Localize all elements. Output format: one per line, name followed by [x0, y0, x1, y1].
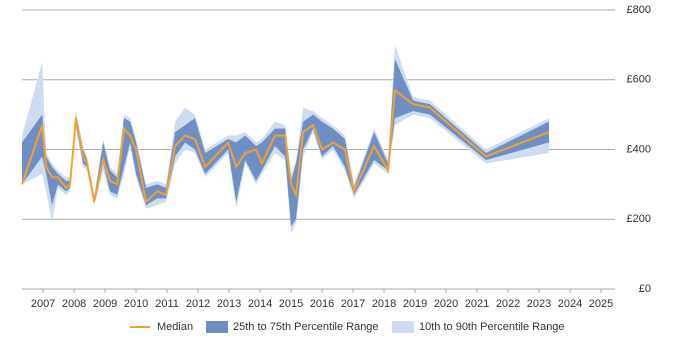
- x-tick-label: 2013: [217, 298, 241, 310]
- legend-label: 10th to 90th Percentile Range: [419, 321, 565, 333]
- x-tick-label: 2019: [403, 298, 427, 310]
- y-tick-label: £600: [627, 74, 651, 86]
- x-tick-label: 2020: [434, 298, 458, 310]
- x-tick-label: 2025: [589, 298, 613, 310]
- x-tick-label: 2017: [341, 298, 365, 310]
- x-tick-label: 2012: [186, 298, 210, 310]
- y-tick-label: £800: [627, 4, 651, 16]
- y-tick-label: £400: [627, 143, 651, 155]
- x-tick-label: 2014: [248, 298, 272, 310]
- x-tick-label: 2016: [310, 298, 334, 310]
- legend-label: 25th to 75th Percentile Range: [233, 321, 379, 333]
- x-tick-label: 2009: [93, 298, 117, 310]
- y-tick-label: £200: [627, 213, 651, 225]
- x-tick-label: 2023: [527, 298, 551, 310]
- y-tick-label: £0: [639, 283, 651, 295]
- x-tick-label: 2007: [31, 298, 55, 310]
- x-tick-label: 2021: [465, 298, 489, 310]
- x-tick-label: 2011: [155, 298, 179, 310]
- x-tick-label: 2022: [496, 298, 520, 310]
- x-tick-label: 2010: [124, 298, 148, 310]
- legend-swatch: [392, 321, 414, 333]
- legend-label: Median: [157, 321, 193, 333]
- legend-swatch: [206, 321, 228, 333]
- median-line: [21, 88, 550, 204]
- x-tick-label: 2008: [62, 298, 86, 310]
- x-tick-label: 2024: [558, 298, 582, 310]
- x-tick-label: 2018: [372, 298, 396, 310]
- x-tick-label: 2015: [279, 298, 303, 310]
